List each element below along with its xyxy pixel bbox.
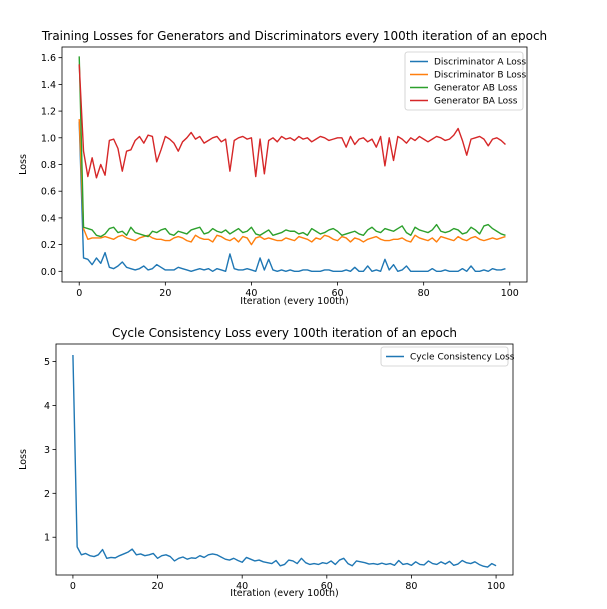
x-tick-label: 60 (332, 288, 344, 299)
legend-entry: Generator AB Loss (434, 84, 518, 94)
y-tick-label: 1.4 (41, 80, 56, 91)
y-tick-label: 0.2 (41, 240, 56, 251)
x-tick-label: 100 (487, 581, 505, 592)
series-line-4 (78, 64, 506, 179)
chart-2: Cycle Consistency Loss every 100th itera… (18, 326, 515, 599)
legend-entry: Generator BA Loss (434, 97, 518, 107)
x-tick-label: 0 (70, 581, 76, 592)
y-tick-label: 0.0 (41, 267, 56, 278)
y-tick-label: 0.6 (41, 187, 56, 198)
plot-frame (55, 343, 514, 576)
x-axis-label: Iteration (every 100th) (240, 296, 348, 307)
chart-1: Training Losses for Generators and Discr… (18, 29, 547, 307)
series-line-3 (78, 56, 506, 238)
y-tick-label: 1.2 (41, 107, 56, 118)
y-axis-label: Loss (18, 449, 29, 470)
series-line-1 (78, 121, 506, 273)
x-tick-label: 0 (76, 288, 82, 299)
x-tick-label: 100 (501, 288, 519, 299)
chart-title: Training Losses for Generators and Discr… (41, 29, 547, 43)
legend: Discriminator A Loss Discriminator B Loss… (404, 51, 526, 111)
legend-box (380, 346, 509, 367)
legend-entry: Discriminator B Loss (434, 71, 526, 81)
y-tick-label: 3 (44, 445, 50, 456)
y-tick-label: 5 (44, 357, 50, 368)
y-tick-label: 1.0 (41, 133, 56, 144)
x-tick-label: 20 (152, 581, 164, 592)
y-tick-label: 2 (44, 489, 50, 500)
series-line-2 (78, 119, 506, 246)
x-tick-label: 80 (418, 288, 430, 299)
x-tick-label: 80 (405, 581, 417, 592)
y-tick-label: 0.8 (41, 160, 56, 171)
x-tick-label: 60 (321, 581, 333, 592)
legend-entry: Discriminator A Loss (434, 58, 526, 68)
y-tick-label: 4 (44, 401, 50, 412)
series-line-1 (72, 354, 497, 568)
y-axis-label: Loss (18, 154, 29, 175)
legend: Cycle Consistency Loss (380, 346, 515, 367)
x-tick-label: 20 (159, 288, 171, 299)
y-tick-label: 1 (44, 533, 50, 544)
chart-title: Cycle Consistency Loss every 100th itera… (112, 326, 457, 340)
legend-box (404, 51, 524, 111)
x-axis-label: Iteration (every 100th) (230, 588, 338, 599)
x-tick-label: 40 (236, 581, 248, 592)
y-tick-label: 1.6 (41, 53, 56, 64)
y-tick-label: 0.4 (41, 213, 56, 224)
x-tick-label: 40 (245, 288, 257, 299)
legend-entry: Cycle Consistency Loss (410, 353, 515, 363)
